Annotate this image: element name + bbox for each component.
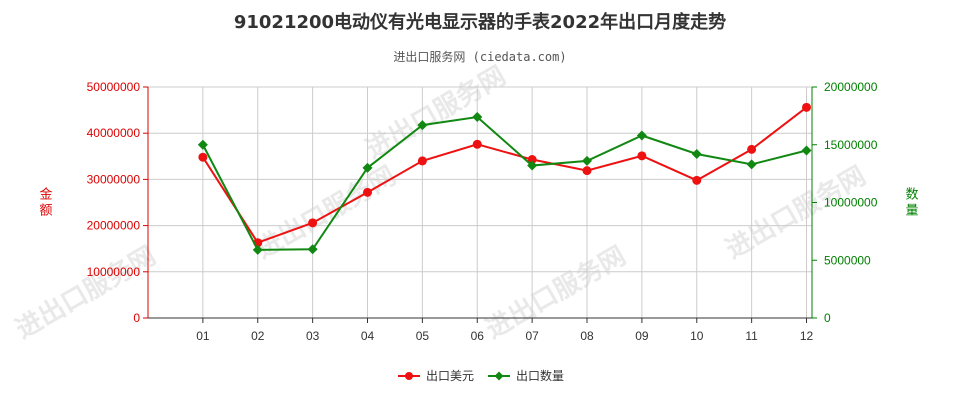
right-axis-tick-label: 0: [824, 311, 831, 325]
watermark-text: 进出口服务网: [721, 161, 871, 265]
watermark-text: 进出口服务网: [11, 241, 161, 345]
data-point-quantity: [746, 159, 757, 170]
data-point-quantity: [417, 120, 428, 131]
right-axis-tick-label: 15000000: [824, 138, 878, 152]
axes: 0 10000000 20000000 30000000 40000000 5000000…: [39, 80, 918, 343]
watermark-text: 进出口服务网: [481, 241, 631, 345]
x-axis-tick-label: 04: [361, 329, 375, 343]
data-point-quantity: [691, 148, 702, 159]
legend-marker-diamond: [494, 371, 504, 381]
data-point-usd: [527, 155, 537, 165]
x-axis-tick-label: 05: [416, 329, 430, 343]
legend-label: 出口美元: [426, 369, 474, 383]
series-line-usd: [202, 106, 808, 244]
data-point-usd: [472, 139, 482, 149]
right-axis-tick-label: 20000000: [824, 80, 878, 94]
watermark-text: 进出口服务网: [361, 61, 511, 165]
data-point-usd: [582, 166, 592, 176]
data-point-usd: [363, 187, 373, 197]
data-point-quantity: [197, 139, 208, 150]
left-axis-tick-label: 50000000: [87, 80, 141, 94]
x-axis-tick-label: 07: [525, 329, 539, 343]
left-axis-title: 金额: [39, 187, 52, 219]
x-axis-tick-label: 06: [471, 329, 485, 343]
data-point-quantity: [252, 244, 263, 255]
x-axis-tick-label: 11: [745, 329, 758, 343]
left-axis-tick-label: 20000000: [87, 219, 141, 233]
right-axis-tick-label: 10000000: [824, 196, 878, 210]
x-axis-tick-label: 01: [196, 329, 210, 343]
legend-marker-circle: [405, 372, 413, 380]
data-point-usd: [802, 102, 812, 112]
series-layer: [197, 102, 812, 255]
data-point-quantity: [582, 155, 593, 166]
data-point-usd: [692, 175, 702, 185]
left-axis-tick-label: 40000000: [87, 126, 141, 140]
data-point-quantity: [801, 145, 812, 156]
data-point-usd: [637, 151, 647, 161]
chart-title: 91021200电动仪有光电显示器的手表2022年出口月度走势: [233, 12, 727, 33]
data-point-usd: [417, 156, 427, 166]
legend: 出口美元 出口数量: [398, 368, 564, 383]
x-axis-tick-label: 09: [635, 329, 649, 343]
x-axis-tick-label: 03: [306, 329, 320, 343]
x-axis-tick-label: 08: [580, 329, 594, 343]
series-line-quantity: [201, 115, 807, 251]
left-axis-tick-label: 30000000: [87, 172, 141, 186]
x-axis-tick-label: 10: [690, 329, 704, 343]
data-point-quantity: [636, 130, 647, 141]
data-point-quantity: [307, 244, 318, 255]
legend-label: 出口数量: [516, 368, 564, 383]
data-point-quantity: [362, 162, 373, 173]
right-axis-tick-label: 5000000: [824, 253, 871, 267]
x-axis-tick-label: 02: [251, 329, 265, 343]
right-axis-title: 数量: [905, 188, 918, 219]
left-axis-tick-label: 0: [133, 311, 140, 325]
grid-lines: [148, 86, 812, 319]
left-axis-tick-label: 10000000: [87, 265, 141, 279]
data-point-usd: [198, 152, 208, 162]
data-point-usd: [747, 144, 757, 154]
data-point-quantity: [527, 160, 538, 171]
chart-subtitle: 进出口服务网 (ciedata.com): [393, 50, 567, 64]
data-point-usd: [308, 218, 318, 228]
x-axis-tick-label: 12: [800, 329, 814, 343]
data-point-quantity: [472, 112, 483, 123]
